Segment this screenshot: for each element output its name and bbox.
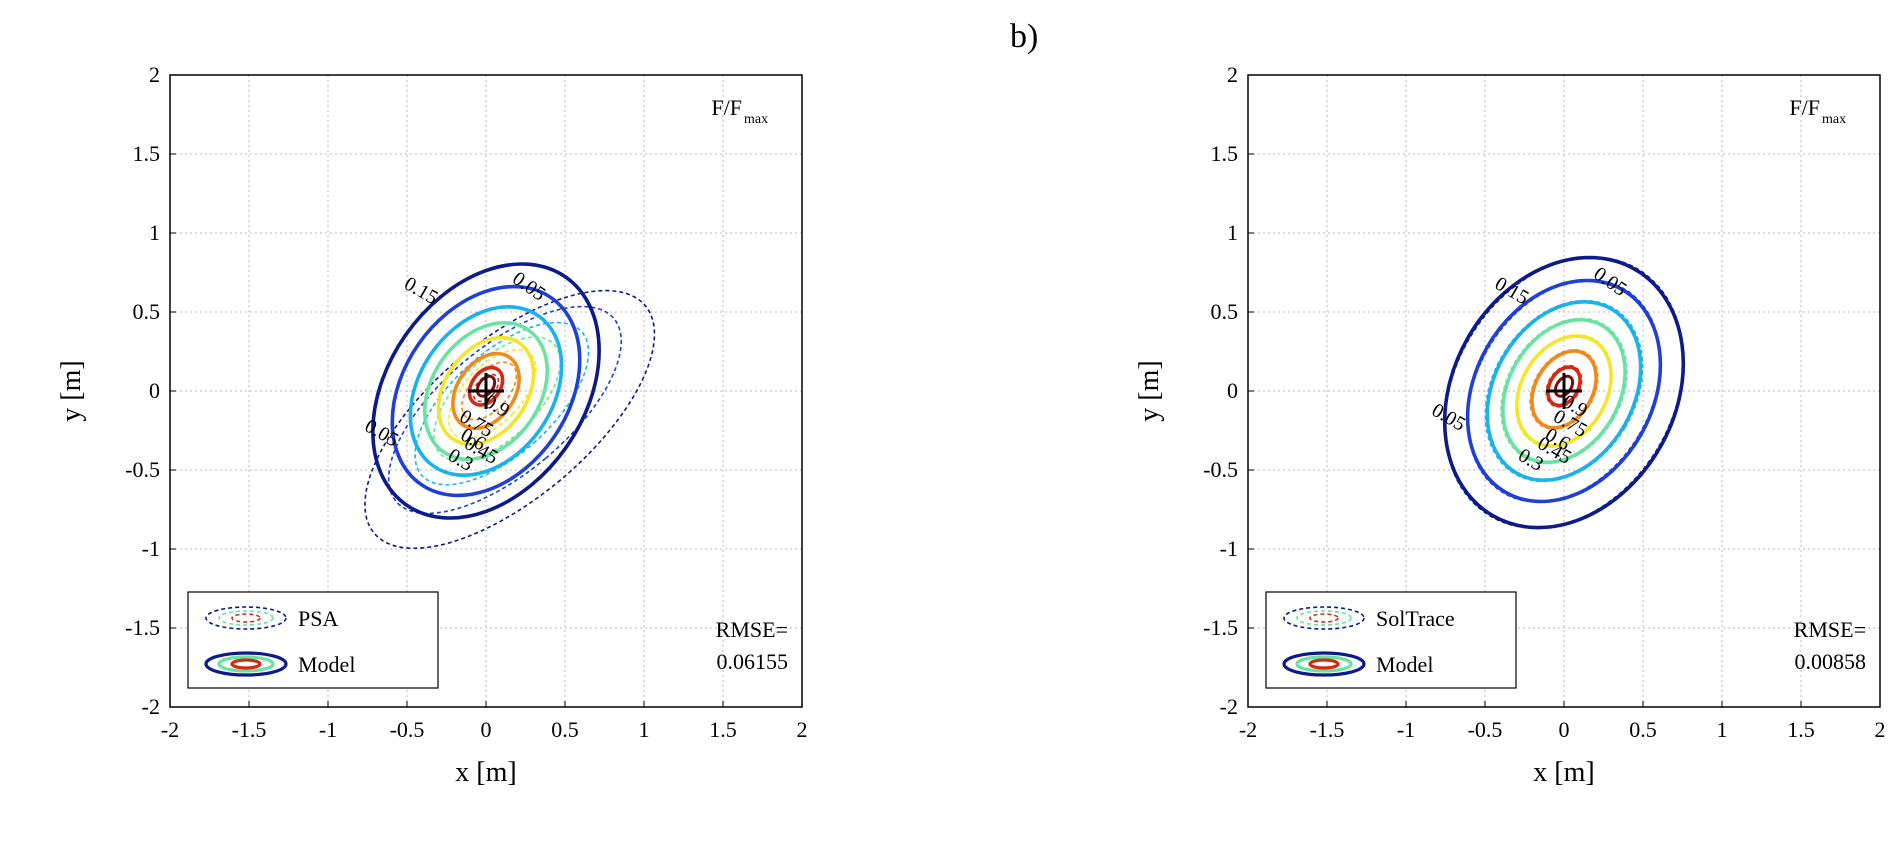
- x-tick-label: -2: [161, 717, 179, 742]
- y-tick-label: -1: [142, 536, 160, 561]
- y-tick-label: -0.5: [1203, 457, 1238, 482]
- legend-swatch-solid: [1282, 651, 1366, 677]
- quantity-label: F/F: [711, 95, 742, 120]
- legend-label: Model: [298, 652, 355, 677]
- legend-swatch-dashed: [1296, 610, 1352, 626]
- contour-label: 0.05: [1428, 399, 1469, 436]
- contour-label: 0.05: [1589, 263, 1630, 301]
- y-tick-label: 2: [149, 62, 160, 87]
- legend-swatch-dashed: [218, 610, 274, 626]
- x-tick-label: 0: [481, 717, 492, 742]
- reference-contour: [447, 348, 537, 440]
- legend-swatch-solid: [230, 658, 262, 670]
- x-axis-label: x [m]: [455, 757, 516, 788]
- y-tick-label: 0.5: [1211, 299, 1239, 324]
- y-tick-label: 0.5: [133, 299, 161, 324]
- legend-swatch-solid: [1308, 658, 1340, 670]
- reference-contour: [472, 373, 500, 403]
- y-tick-label: 2: [1227, 62, 1238, 87]
- model-contour: [467, 365, 505, 407]
- x-tick-label: 2: [797, 717, 808, 742]
- x-tick-label: 2: [1875, 717, 1886, 742]
- x-tick-label: -0.5: [390, 717, 425, 742]
- x-tick-label: -1.5: [232, 717, 267, 742]
- y-tick-label: 0: [1227, 378, 1238, 403]
- legend-swatch-dashed: [205, 606, 287, 630]
- y-tick-label: -1.5: [1203, 615, 1238, 640]
- quantity-label: F/F: [1789, 95, 1820, 120]
- rmse-value: 0.06155: [717, 649, 789, 674]
- model-contour: [390, 284, 582, 498]
- x-tick-label: 1: [1717, 717, 1728, 742]
- model-contour: [371, 262, 601, 520]
- legend-label: PSA: [298, 606, 338, 631]
- contour-plot-soltrace: 0.050.150.05 0.90.750.60.450.3-2 -1.5 -1 -0.…: [1134, 62, 1886, 788]
- legend-label: Model: [1376, 652, 1433, 677]
- x-tick-label: -1: [319, 717, 337, 742]
- legend-swatch-dashed: [231, 613, 261, 623]
- legend-swatch-dashed: [1309, 613, 1339, 623]
- model-contour: [422, 321, 550, 461]
- rmse-label: RMSE=: [716, 617, 788, 642]
- legend-swatch-solid: [1295, 655, 1353, 673]
- model-contour: [1442, 255, 1686, 530]
- reference-contour: [414, 321, 590, 486]
- model-contour: [408, 305, 564, 477]
- model-contour: [1530, 349, 1598, 430]
- contour-label: 0.15: [400, 273, 441, 310]
- y-tick-label: -2: [1220, 694, 1238, 719]
- model-contour: [451, 351, 521, 431]
- contour-plot-psa: 0.050.150.050.90.750.60.450.3-2 -1.5 -1 -0.…: [56, 62, 808, 788]
- reference-contour: [387, 305, 623, 515]
- model-contour: [1465, 278, 1663, 504]
- legend-swatch-solid: [217, 655, 275, 673]
- model-contour: [1515, 334, 1613, 448]
- x-tick-label: 0: [1559, 717, 1570, 742]
- model-contour: [436, 335, 536, 447]
- y-tick-label: 1: [149, 220, 160, 245]
- y-tick-label: 1.5: [133, 141, 161, 166]
- y-tick-label: -1.5: [125, 615, 160, 640]
- y-tick-label: -0.5: [125, 457, 160, 482]
- model-contour: [1546, 365, 1582, 408]
- x-tick-label: 1.5: [1787, 717, 1815, 742]
- model-contour: [1501, 317, 1627, 465]
- y-tick-label: -1: [1220, 536, 1238, 561]
- x-tick-label: 1: [639, 717, 650, 742]
- rmse-value: 0.00858: [1795, 649, 1867, 674]
- y-axis-label: y [m]: [56, 360, 87, 421]
- quantity-subscript: max: [744, 112, 768, 127]
- x-tick-label: -1: [1397, 717, 1415, 742]
- model-contour: [1485, 300, 1643, 482]
- quantity-subscript: max: [1822, 112, 1846, 127]
- legend-swatch-dashed: [1283, 606, 1365, 630]
- x-tick-label: -2: [1239, 717, 1257, 742]
- contour-label: 0.05: [508, 267, 549, 305]
- x-tick-label: 0.5: [1629, 717, 1657, 742]
- x-tick-label: -1.5: [1310, 717, 1345, 742]
- panel-label: b): [1010, 18, 1039, 55]
- y-tick-label: 0: [149, 378, 160, 403]
- x-tick-label: -0.5: [1468, 717, 1503, 742]
- y-tick-label: 1: [1227, 220, 1238, 245]
- x-tick-label: 0.5: [551, 717, 579, 742]
- rmse-label: RMSE=: [1794, 617, 1866, 642]
- x-tick-label: 1.5: [709, 717, 737, 742]
- x-axis-label: x [m]: [1533, 757, 1594, 788]
- y-axis-label: y [m]: [1134, 360, 1165, 421]
- legend-swatch-solid: [204, 651, 288, 677]
- y-tick-label: 1.5: [1211, 141, 1239, 166]
- y-tick-label: -2: [142, 694, 160, 719]
- legend-label: SolTrace: [1376, 606, 1455, 631]
